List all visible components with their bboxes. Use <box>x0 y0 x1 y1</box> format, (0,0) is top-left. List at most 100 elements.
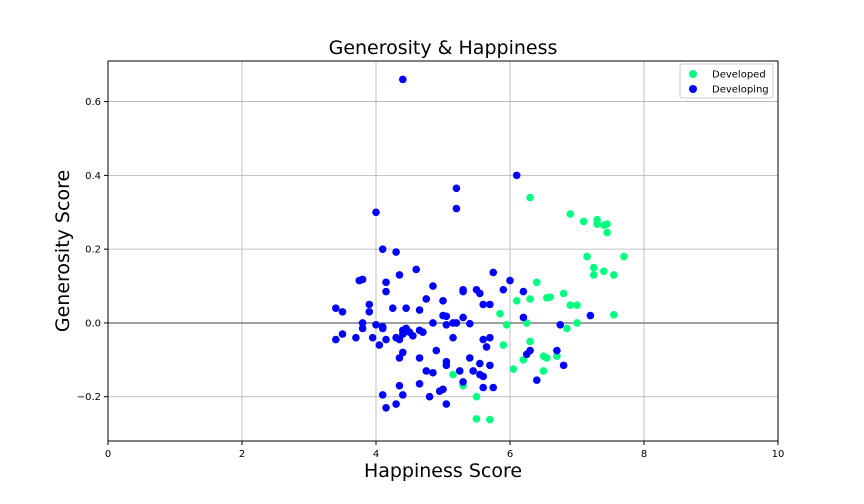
developing-point <box>382 287 390 296</box>
developed-point <box>486 415 494 424</box>
developing-point <box>415 380 424 388</box>
developed-point <box>546 293 554 301</box>
developing-point <box>358 319 367 327</box>
developed-point <box>566 210 575 218</box>
x-tick-label: 4 <box>373 449 379 460</box>
developing-point <box>429 319 437 327</box>
developing-point <box>338 330 347 338</box>
y-tick-label: 0.2 <box>85 245 101 256</box>
developing-point <box>399 330 407 338</box>
developing-point <box>482 343 491 351</box>
developed-point <box>573 301 581 310</box>
developing-point <box>399 75 407 84</box>
developing-point <box>533 376 541 384</box>
developing-point <box>486 333 494 342</box>
developed-point <box>472 392 481 401</box>
developing-point <box>412 265 421 274</box>
developing-point <box>415 354 424 362</box>
developing-point <box>476 289 484 298</box>
developing-point <box>479 383 488 392</box>
developed-point <box>563 324 571 333</box>
developing-point <box>392 248 400 256</box>
developed-point <box>603 228 611 237</box>
developing-point <box>479 300 488 309</box>
developing-point <box>452 184 461 193</box>
developing-point <box>455 367 464 375</box>
developing-point <box>402 304 410 312</box>
developed-point <box>553 352 561 360</box>
y-tick-label: 0.6 <box>85 97 101 108</box>
developing-point <box>519 287 528 296</box>
developed-point <box>559 289 568 298</box>
developed-point <box>589 271 598 279</box>
developed-point <box>573 319 581 327</box>
developed-point <box>620 252 628 261</box>
developing-point <box>466 319 474 328</box>
developing-point <box>338 308 347 316</box>
developing-point <box>399 391 407 399</box>
developing-point <box>489 383 498 392</box>
developing-point <box>479 372 488 381</box>
developing-point <box>442 320 451 329</box>
developing-point <box>512 171 521 180</box>
developing-point <box>429 282 437 290</box>
developed-point <box>509 365 518 373</box>
x-tick-label: 10 <box>772 449 785 460</box>
developed-point <box>519 356 528 364</box>
developing-point <box>422 295 431 303</box>
developing-point <box>365 300 374 309</box>
developing-point <box>378 324 387 333</box>
developed-point <box>610 311 618 319</box>
developed-point <box>579 217 588 226</box>
developing-point <box>452 204 461 213</box>
developing-point <box>382 335 390 344</box>
developed-point <box>522 319 531 327</box>
developing-point <box>519 313 528 322</box>
developing-point <box>352 333 360 342</box>
developing-point <box>422 367 431 375</box>
developing-point <box>489 268 498 277</box>
developed-point <box>566 301 575 310</box>
developing-point <box>375 341 384 349</box>
developing-point <box>378 245 387 253</box>
developing-point <box>425 392 434 401</box>
developing-point <box>459 313 467 322</box>
y-axis-label: Generosity Score <box>52 170 74 332</box>
developing-point <box>432 346 441 355</box>
developing-point <box>392 400 400 408</box>
developing-point <box>382 403 390 412</box>
developed-point <box>526 193 534 202</box>
plot-frame <box>107 60 779 442</box>
developing-point <box>395 354 404 362</box>
developing-point <box>486 361 494 370</box>
developing-point <box>332 304 340 312</box>
developing-point <box>476 359 484 368</box>
developing-point <box>415 306 424 314</box>
x-tick-label: 8 <box>641 449 647 460</box>
developing-point <box>459 287 467 296</box>
x-axis-label: Happiness Score <box>364 460 522 482</box>
developing-point <box>409 332 417 340</box>
developed-point <box>502 320 511 329</box>
developing-point <box>388 304 397 312</box>
developing-point <box>442 400 451 408</box>
y-tick-label: −0.2 <box>77 392 101 403</box>
developing-point <box>586 311 595 320</box>
developing-point <box>442 361 451 370</box>
developing-point <box>382 278 390 287</box>
developing-point <box>559 361 568 370</box>
x-tick-label: 2 <box>239 449 245 460</box>
developed-point <box>610 271 618 279</box>
developed-point <box>589 263 598 272</box>
axis-ticks: 0 2 4 6 8 10 −0.2 0.0 0.2 0.4 0.6 <box>77 97 785 460</box>
developed-point <box>603 220 611 228</box>
developed-point <box>600 267 608 276</box>
legend-label-developing: Developing <box>712 85 769 96</box>
developing-point <box>506 276 514 285</box>
developing-point <box>442 312 451 321</box>
developing-point <box>429 368 437 377</box>
developing-point <box>355 276 364 285</box>
developing-point <box>368 333 377 342</box>
developing-point <box>553 346 561 355</box>
developing-point <box>439 297 447 305</box>
